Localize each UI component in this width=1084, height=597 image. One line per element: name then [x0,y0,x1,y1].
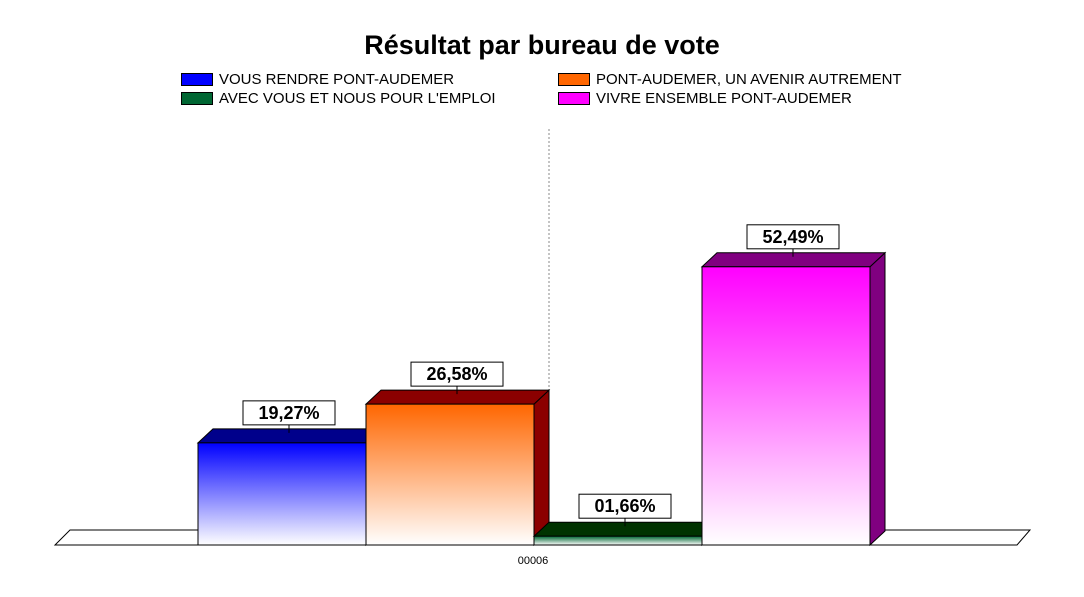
legend-swatch [558,92,590,105]
legend-label: AVEC VOUS ET NOUS POUR L'EMPLOI [219,90,496,107]
data-label-box-3 [746,224,840,250]
legend-label: VIVRE ENSEMBLE PONT-AUDEMER [596,90,852,107]
legend-label: VOUS RENDRE PONT-AUDEMER [219,71,455,88]
legend-swatch [181,92,213,105]
bar-0 [197,442,367,546]
data-label-1: 26,58% [426,364,487,384]
data-label-0: 19,27% [258,403,319,423]
bar-3 [701,266,871,546]
data-label-3: 52,49% [762,227,823,247]
bar-1 [365,403,535,546]
legend-swatch [181,73,213,86]
chart-title: Résultat par bureau de vote [364,30,720,60]
data-label-box-0 [242,400,336,426]
legend-label: PONT-AUDEMER, UN AVENIR AUTREMENT [596,71,902,88]
bar-side-1 [533,388,550,547]
data-label-box-1 [410,361,504,387]
data-label-2: 01,66% [594,496,655,516]
category-label: 00006 [518,555,549,567]
bar-2 [533,535,703,546]
bar-side-3 [869,251,886,547]
data-label-box-2 [578,493,672,519]
legend-swatch [558,73,590,86]
